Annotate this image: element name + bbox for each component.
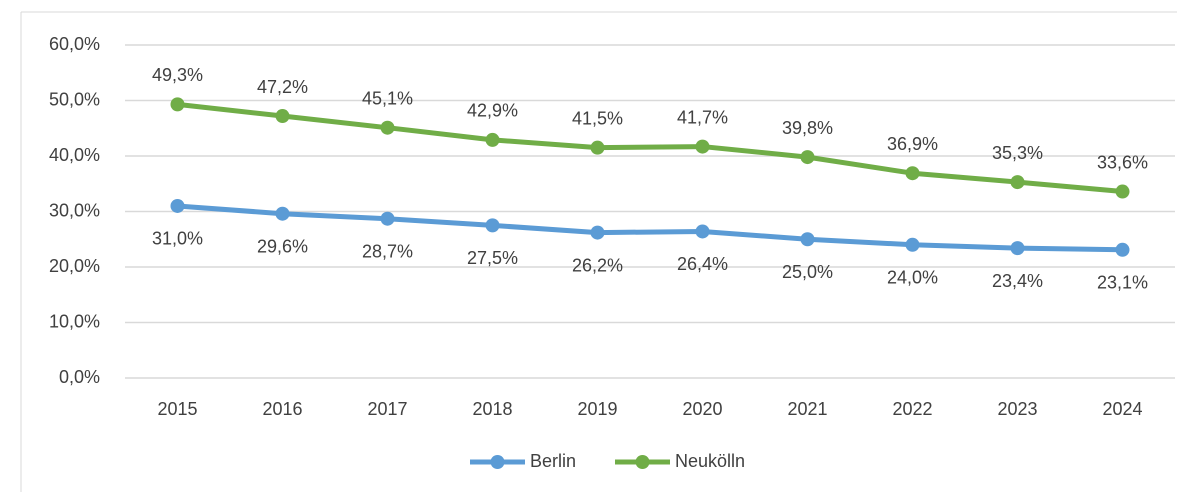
point	[1010, 241, 1025, 256]
data-label: 33,6%	[1097, 152, 1148, 172]
x-tick-label: 2022	[892, 399, 932, 419]
y-tick-label: 10,0%	[49, 311, 100, 331]
y-tick-label: 20,0%	[49, 256, 100, 276]
y-tick-label: 30,0%	[49, 200, 100, 220]
data-label: 41,5%	[572, 108, 623, 128]
data-label: 26,4%	[677, 254, 728, 274]
point	[695, 139, 710, 154]
data-label: 23,4%	[992, 271, 1043, 291]
x-tick-label: 2020	[682, 399, 722, 419]
legend-marker	[635, 455, 650, 469]
legend-label: Berlin	[530, 451, 576, 471]
x-tick-label: 2024	[1102, 399, 1142, 419]
data-label: 45,1%	[362, 88, 413, 108]
y-tick-label: 0,0%	[59, 367, 100, 387]
point	[1115, 184, 1130, 199]
legend-marker	[490, 455, 505, 469]
point	[590, 140, 605, 155]
point	[170, 198, 185, 213]
point	[1115, 242, 1130, 257]
x-tick-label: 2016	[262, 399, 302, 419]
data-label: 35,3%	[992, 143, 1043, 163]
data-label: 28,7%	[362, 241, 413, 261]
data-label: 27,5%	[467, 248, 518, 268]
data-label: 24,0%	[887, 268, 938, 288]
data-label: 31,0%	[152, 229, 203, 249]
y-tick-label: 40,0%	[49, 145, 100, 165]
y-tick-label: 50,0%	[49, 89, 100, 109]
y-tick-label: 60,0%	[49, 34, 100, 54]
data-label: 49,3%	[152, 65, 203, 85]
data-label: 25,0%	[782, 262, 833, 282]
x-tick-label: 2017	[367, 399, 407, 419]
x-tick-label: 2019	[577, 399, 617, 419]
point	[1010, 175, 1025, 190]
x-tick-label: 2015	[157, 399, 197, 419]
point	[380, 120, 395, 135]
data-label: 23,1%	[1097, 273, 1148, 293]
point	[275, 206, 290, 221]
point	[800, 232, 815, 247]
data-label: 26,2%	[572, 255, 623, 275]
x-tick-label: 2018	[472, 399, 512, 419]
point	[485, 218, 500, 233]
point	[905, 166, 920, 181]
point	[275, 109, 290, 124]
legend-label: Neukölln	[675, 451, 745, 471]
point	[905, 237, 920, 252]
point	[380, 211, 395, 226]
data-label: 36,9%	[887, 134, 938, 154]
point	[695, 224, 710, 239]
series-line	[177, 203, 1123, 253]
point	[590, 225, 605, 240]
data-label: 41,7%	[677, 107, 728, 127]
point	[485, 132, 500, 147]
x-tick-label: 2023	[997, 399, 1037, 419]
point	[170, 97, 185, 112]
series-line	[177, 101, 1123, 195]
data-label: 42,9%	[467, 101, 518, 121]
data-label: 39,8%	[782, 118, 833, 138]
data-label: 47,2%	[257, 77, 308, 97]
data-label: 29,6%	[257, 236, 308, 256]
x-tick-label: 2021	[787, 399, 827, 419]
point	[800, 150, 815, 165]
